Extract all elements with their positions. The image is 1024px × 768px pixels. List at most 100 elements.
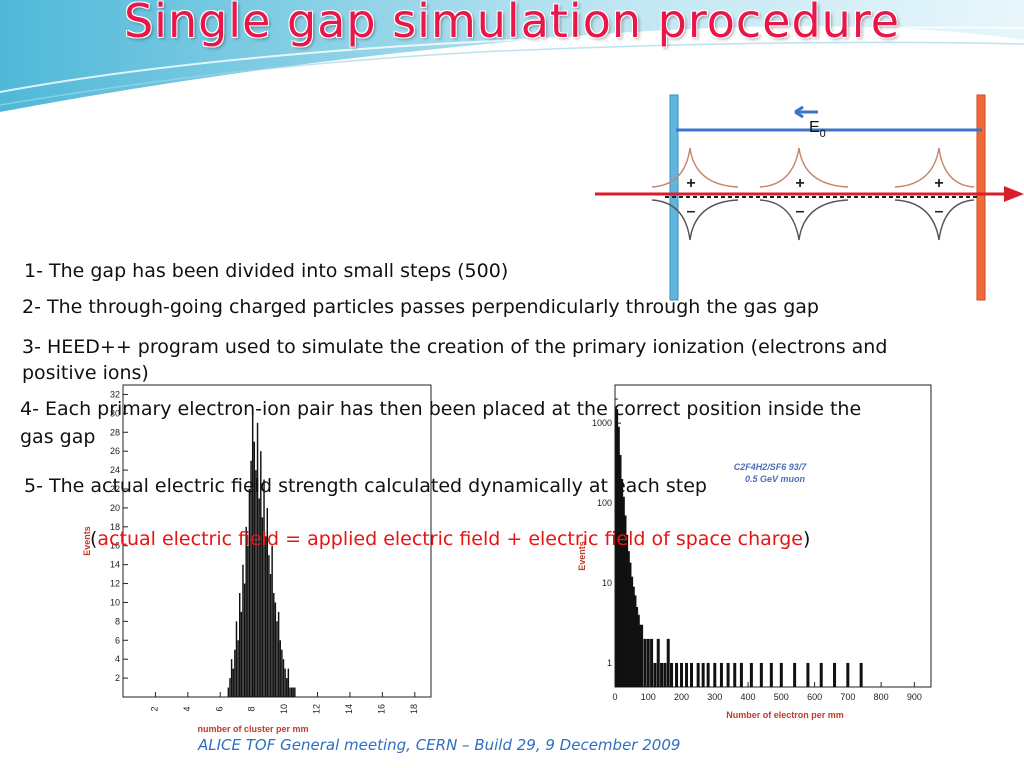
histogram-bar (287, 668, 290, 697)
page-title: Single gap simulation procedure (123, 0, 901, 48)
x-tick-label: 6 (214, 706, 224, 711)
plot-annotation-particle: 0.5 GeV muon (745, 474, 806, 484)
svg-text:+: + (795, 175, 804, 192)
histogram-bar (251, 413, 254, 697)
svg-text:+: + (934, 175, 943, 192)
histogram-bar (282, 659, 285, 697)
histogram-bar (739, 662, 743, 687)
histogram-bar (620, 479, 624, 687)
footer-text: ALICE TOF General meeting, CERN – Build … (198, 736, 681, 754)
histogram-bar (696, 662, 700, 687)
x-tick-label: 0 (612, 692, 617, 702)
histogram-bar (268, 555, 270, 697)
histogram-bar (680, 662, 684, 687)
step-5: 5- The actual electric field strength ca… (24, 475, 707, 497)
histogram-bar (284, 668, 286, 697)
histogram-bar (273, 593, 275, 697)
histogram-bar (666, 638, 670, 687)
x-tick-label: 700 (840, 692, 855, 702)
histogram-bar (633, 595, 637, 687)
histogram-bar (779, 662, 783, 687)
field-label: E0 (809, 119, 826, 140)
histogram-bar (271, 545, 273, 697)
y-axis-label: Events (82, 526, 92, 556)
track-arrow-icon (1004, 186, 1024, 202)
histogram-bar (289, 687, 291, 697)
histogram-bar (713, 662, 717, 687)
y-tick-label: 10 (110, 597, 120, 607)
histogram-bar (264, 536, 267, 697)
plot-frame (614, 384, 932, 688)
histogram-bar (245, 526, 247, 697)
right-electrode (976, 94, 986, 301)
plot-annotation-gas: C2F4H2/SF6 93/7 (734, 462, 808, 472)
histogram-bar (650, 638, 654, 687)
charge-markers: + – + – + – (686, 175, 943, 220)
y-tick-label: 100 (597, 498, 612, 508)
step-1: 1- The gap has been divided into small s… (24, 260, 509, 282)
histogram-bar (733, 662, 737, 687)
histogram-bar (294, 687, 296, 697)
histogram-bar (229, 678, 231, 697)
y-tick-label: 1000 (592, 418, 612, 428)
histogram-bar (670, 662, 674, 687)
histogram-bar (675, 662, 679, 687)
y-tick-label: 22 (110, 484, 120, 494)
x-tick-label: 4 (182, 706, 192, 711)
x-tick-label: 600 (807, 692, 822, 702)
histogram-bar (625, 534, 629, 687)
histogram-bar (269, 574, 272, 697)
histogram-bar (623, 515, 627, 687)
equation-close-paren: ) (802, 528, 811, 550)
histogram-bar (719, 662, 723, 687)
histogram-bar (626, 551, 630, 687)
histogram-bar (279, 640, 281, 697)
svg-text:–: – (935, 203, 944, 220)
svg-text:–: – (687, 203, 696, 220)
y-tick-label: 30 (110, 408, 120, 418)
svg-text:+: + (686, 175, 695, 192)
histogram-bar (638, 624, 642, 687)
histogram-bar (263, 479, 265, 697)
y-tick-label: 6 (115, 635, 120, 645)
histogram-bar (261, 517, 264, 697)
histogram-bar (240, 611, 243, 697)
x-tick-label: 10 (279, 704, 289, 714)
histogram-bar (285, 678, 288, 697)
histogram-bar (621, 496, 625, 687)
step-3-continued: positive ions) (22, 362, 149, 384)
x-tick-label: 2 (149, 706, 159, 711)
x-tick-label: 12 (312, 704, 322, 714)
histogram-bar (616, 426, 620, 687)
histogram-bar (243, 583, 246, 697)
x-axis-label: Number of electron per mm (726, 710, 844, 720)
field-equation: (actual electric field = applied electri… (90, 526, 810, 552)
histogram-bar (646, 638, 650, 687)
histogram-bar (749, 662, 753, 687)
step-4-continued: gas gap (20, 426, 96, 448)
histogram-bar (276, 621, 278, 697)
y-tick-label: 1 (607, 658, 612, 668)
gas-gap-diagram: E0 + – + – + – (595, 94, 1024, 301)
histogram-bar (653, 662, 657, 687)
histogram-bar (234, 649, 236, 697)
histogram-bar (292, 687, 294, 697)
step-3: 3- HEED++ program used to simulate the c… (22, 336, 888, 358)
histogram-bar (636, 614, 640, 687)
y-tick-label: 26 (110, 446, 120, 456)
x-tick-label: 800 (874, 692, 889, 702)
x-axis-label: number of cluster per mm (197, 724, 308, 734)
y-tick-label: 10 (602, 578, 612, 588)
histogram-bar (660, 662, 664, 687)
x-tick-label: 8 (247, 706, 257, 711)
histogram-bar (230, 659, 233, 697)
y-tick-label: 8 (115, 616, 120, 626)
equation-text: actual electric field = applied electric… (97, 528, 803, 550)
x-tick-label: 900 (907, 692, 922, 702)
histogram-bar (819, 662, 823, 687)
histogram-bar (806, 662, 810, 687)
step-4: 4- Each primary electron-ion pair has th… (20, 398, 862, 420)
x-tick-label: 400 (741, 692, 756, 702)
histogram-bar (615, 409, 619, 687)
